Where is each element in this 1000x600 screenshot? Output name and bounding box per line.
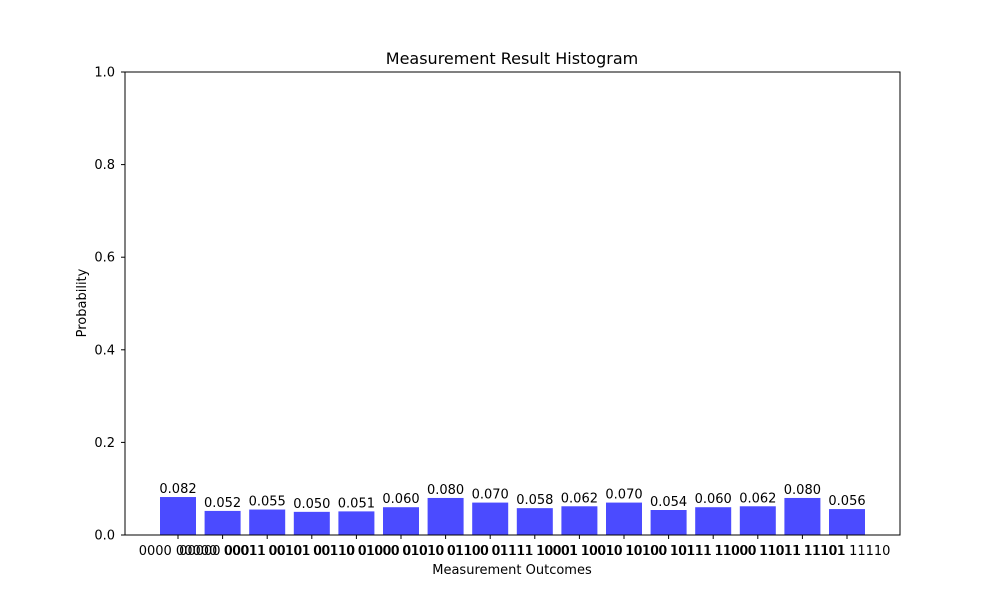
bar-13 xyxy=(739,506,776,535)
bar-15 xyxy=(829,509,865,535)
bar-value-label-13: 0.062 xyxy=(739,491,776,506)
bar-7 xyxy=(472,502,509,535)
bar-14 xyxy=(784,497,821,535)
x-tick-label-3: 00101 00110 xyxy=(268,544,355,559)
bar-value-label-2: 0.055 xyxy=(249,495,286,510)
plot-area: 0.082 0000 00000 0.052 00000 00011 0.055 0001… xyxy=(94,66,901,559)
bar-5 xyxy=(383,507,419,535)
bar-value-label-0: 0.082 xyxy=(159,482,196,497)
x-tick-label-1: 00000 00011 xyxy=(179,544,266,559)
bar-6 xyxy=(427,497,464,535)
y-tick-label-3: 0.6 xyxy=(94,251,115,266)
bar-value-label-6: 0.080 xyxy=(427,483,464,498)
bar-2 xyxy=(249,509,286,535)
bar-12 xyxy=(695,507,732,535)
x-tick-label-10: 10010 10100 xyxy=(581,544,668,559)
bar-10 xyxy=(606,502,642,535)
bar-value-label-11: 0.054 xyxy=(650,495,687,510)
y-tick-label-2: 0.4 xyxy=(94,343,115,358)
x-tick-label-14: 11011 11101 xyxy=(759,544,846,559)
y-tick-label-5: 1.0 xyxy=(94,66,115,81)
bar-3 xyxy=(293,511,330,535)
bar-4 xyxy=(338,511,375,535)
bar-value-label-10: 0.070 xyxy=(605,488,642,503)
bar-9 xyxy=(561,506,598,535)
x-tick-label-12: 10111 11000 xyxy=(670,544,757,559)
x-tick-label-8: 01111 10001 xyxy=(491,544,578,559)
x-tick-label-4: 00110 01000 xyxy=(313,544,400,559)
x-tick-label-6: 01010 01100 xyxy=(402,544,489,559)
x-tick-label-13: 11000 11011 xyxy=(714,544,801,559)
x-tick-label-2: 00011 00101 xyxy=(224,544,311,559)
x-axis-label: Measurement Outcomes xyxy=(432,563,592,578)
y-axis-label: Probability xyxy=(75,268,90,337)
bar-0 xyxy=(160,497,196,535)
bar-value-label-4: 0.051 xyxy=(338,496,375,511)
x-tick-label-5: 01000 01010 xyxy=(358,544,445,559)
x-tick-label-9: 10001 10010 xyxy=(536,544,623,559)
bar-value-label-8: 0.058 xyxy=(516,493,553,508)
bar-value-label-9: 0.062 xyxy=(561,491,598,506)
y-tick-label-0: 0.0 xyxy=(94,529,115,544)
bar-value-label-15: 0.056 xyxy=(828,494,865,509)
bar-11 xyxy=(650,510,687,535)
x-tick-label-0: 0000 00000 xyxy=(139,544,218,559)
bar-value-label-5: 0.060 xyxy=(382,492,419,507)
x-tick-label-15: 11101 11110 xyxy=(804,544,891,559)
bar-value-label-12: 0.060 xyxy=(695,492,732,507)
axes-frame xyxy=(124,71,901,536)
bar-1 xyxy=(204,510,241,535)
bar-value-label-1: 0.052 xyxy=(204,496,241,511)
bar-value-label-14: 0.080 xyxy=(784,483,821,498)
bar-value-label-7: 0.070 xyxy=(472,488,509,503)
x-tick-label-7: 01100 01111 xyxy=(447,544,534,559)
y-tick-label-1: 0.2 xyxy=(94,436,115,451)
bar-8 xyxy=(516,508,553,535)
bar-value-label-3: 0.050 xyxy=(293,497,330,512)
y-tick-label-4: 0.8 xyxy=(94,158,115,173)
chart-title: Measurement Result Histogram xyxy=(386,49,638,68)
x-tick-label-11: 10100 10111 xyxy=(625,544,712,559)
